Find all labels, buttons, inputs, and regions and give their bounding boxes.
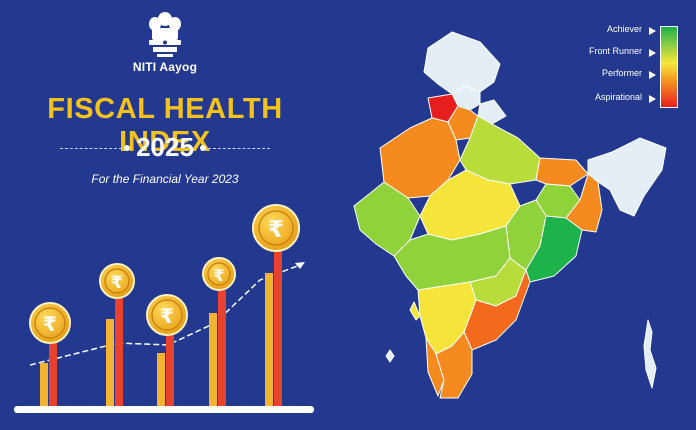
year-row: 2025 xyxy=(60,132,270,166)
bar-yellow-1 xyxy=(40,363,48,407)
bar-red-2 xyxy=(115,290,123,407)
legend-arrow-icon xyxy=(649,49,656,57)
svg-text:₹: ₹ xyxy=(160,304,174,328)
svg-text:₹: ₹ xyxy=(111,273,123,293)
region-uttarakhand xyxy=(477,99,507,125)
legend-arrow-icon xyxy=(649,27,656,35)
region-tamil-nadu xyxy=(435,331,473,399)
bar-yellow-2 xyxy=(106,319,114,407)
legend-color-scale xyxy=(660,26,678,108)
legend: Achiever Front Runner Performer Aspirati… xyxy=(560,22,680,112)
region-bihar xyxy=(535,157,589,187)
bar-yellow-5 xyxy=(265,273,273,407)
bar-red-5 xyxy=(274,247,282,407)
legend-arrow-icon xyxy=(649,95,656,103)
bar-red-3 xyxy=(166,325,174,407)
rupee-coin-icon-4: ₹ xyxy=(202,257,236,291)
national-emblem-icon xyxy=(143,10,187,62)
divider-right xyxy=(208,148,270,149)
bar-red-1 xyxy=(49,330,57,407)
legend-arrow-icon xyxy=(649,71,656,79)
trend-arrow-icon xyxy=(295,262,305,269)
region-goa xyxy=(409,301,421,321)
index-year: 2025 xyxy=(136,132,194,162)
divider-dot-left xyxy=(124,145,130,151)
base-platform xyxy=(14,406,314,413)
legend-label-front-runner: Front Runner xyxy=(588,46,642,56)
page-title: FISCAL HEALTH INDEX xyxy=(47,93,283,158)
region-andaman-islands xyxy=(643,319,657,389)
rupee-coin-icon-5: ₹ xyxy=(252,204,300,252)
bar-yellow-3 xyxy=(157,353,165,407)
rupee-coin-icon-3: ₹ xyxy=(146,294,188,336)
region-jammu-kashmir xyxy=(423,31,501,95)
subtitle: For the Financial Year 2023 xyxy=(91,172,239,186)
growth-illustration: ₹ ₹ ₹ ₹ ₹ xyxy=(0,195,340,425)
region-kerala xyxy=(425,337,445,397)
region-lakshadweep xyxy=(385,349,395,363)
divider-left xyxy=(60,148,122,149)
bar-red-4 xyxy=(218,285,226,407)
india-map xyxy=(340,20,696,425)
rupee-coin-icon-1: ₹ xyxy=(29,302,71,344)
org-name: NITI Aayog xyxy=(132,60,198,74)
svg-text:₹: ₹ xyxy=(268,217,284,243)
legend-label-aspirational: Aspirational xyxy=(594,92,642,102)
svg-text:₹: ₹ xyxy=(43,312,57,336)
bar-yellow-4 xyxy=(209,313,217,407)
legend-label-achiever: Achiever xyxy=(606,24,642,34)
svg-text:₹: ₹ xyxy=(213,266,224,285)
rupee-coin-icon-2: ₹ xyxy=(99,263,135,299)
legend-label-performer: Performer xyxy=(601,68,642,78)
divider-dot-right xyxy=(200,145,206,151)
